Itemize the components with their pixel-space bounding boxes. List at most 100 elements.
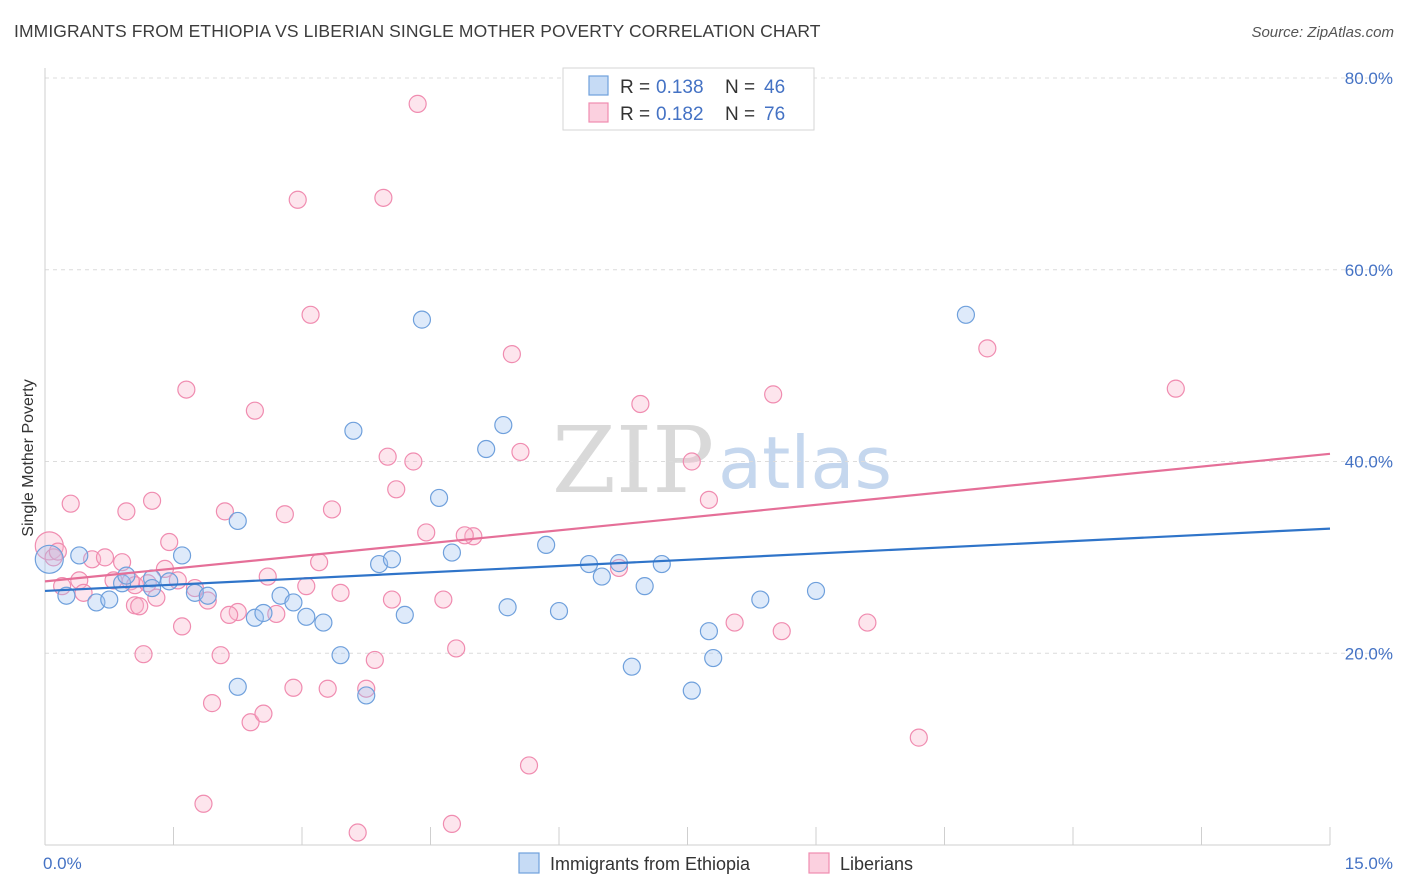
point-ethiopia-41 [682,681,701,700]
x-tick-labels: 0.0% 15.0% [43,854,1393,873]
point-ethiopia-1 [57,586,76,605]
y-axis-title: Single Mother Poverty [20,379,37,536]
point-ethiopia-20 [314,613,333,632]
gridlines [45,77,1392,654]
point-liberians-33 [275,505,294,524]
point-liberians-51 [434,590,453,609]
point-liberians-37 [301,305,320,324]
point-liberians-46 [382,590,402,609]
point-liberians-12 [130,597,149,616]
watermark-zip: ZIP [552,407,714,514]
point-liberians-45 [378,447,397,466]
point-liberians-25 [211,646,230,665]
x-tick-label-0: 0.0% [43,854,82,873]
trend-line-ethiopia [44,527,1331,593]
point-ethiopia-46 [956,305,976,324]
point-liberians-41 [348,823,367,842]
point-liberians-31 [258,567,277,586]
point-liberians-55 [502,345,521,364]
legend-n-value-liberians: 76 [764,104,785,125]
point-ethiopia-40 [652,554,671,574]
point-ethiopia-22 [344,421,363,440]
y-tick-labels: 20.0% 40.0% 60.0% 80.0% [1345,69,1393,663]
legend-r-label-ethiopia: R = [620,77,650,98]
watermark-atlas: atlas [718,421,892,505]
point-ethiopia-45 [806,581,826,601]
point-ethiopia-19 [297,607,316,626]
legend-r-value-ethiopia: 0.138 [656,77,704,98]
point-ethiopia-32 [498,598,517,617]
point-liberians-8 [112,553,132,572]
point-liberians-38 [310,553,329,572]
point-liberians-35 [288,190,307,209]
point-liberians-17 [160,532,179,552]
chart-source: Source: ZipAtlas.com [1251,24,1394,41]
series-legend-swatch-ethiopia [518,852,540,874]
point-ethiopia-21 [331,646,350,665]
point-ethiopia-38 [622,657,641,676]
point-liberians-60 [682,452,701,471]
point-liberians-28 [241,713,260,732]
legend-n-label-ethiopia: N = [725,77,755,98]
point-liberians-59 [631,394,650,414]
axes [44,68,1331,846]
point-liberians-22 [194,794,213,813]
point-liberians-30 [254,704,273,723]
point-liberians-65 [858,613,877,632]
point-liberians-15 [147,588,166,607]
point-ethiopia-15 [245,608,264,627]
series-legend-label-liberians: Liberians [840,854,913,874]
point-ethiopia-27 [412,310,432,329]
point-ethiopia-12 [198,586,217,605]
point-liberians-73 [220,605,239,625]
point-ethiopia-34 [549,601,569,621]
trend-line-liberians [44,452,1331,583]
point-liberians-70 [318,679,337,698]
legend-r-value-liberians: 0.182 [656,104,704,125]
point-liberians-57 [519,756,539,775]
point-liberians-26 [215,502,234,521]
series-legend: Immigrants from Ethiopia Liberians [518,852,913,874]
point-liberians-50 [417,523,436,542]
point-ethiopia-2 [70,546,89,565]
point-liberians-64 [772,622,791,641]
point-liberians-49 [408,94,427,113]
point-liberians-3 [61,494,80,513]
legend-r-label-liberians: R = [620,104,650,125]
point-liberians-9 [117,502,136,521]
point-liberians-53 [447,639,466,658]
y-tick-label-1: 40.0% [1345,453,1393,472]
zipatlas-watermark: ZIP atlas [552,407,892,514]
point-liberians-42 [357,679,376,698]
point-liberians-36 [297,577,316,596]
point-ethiopia-6 [117,566,136,585]
trend-lines [44,452,1331,593]
point-liberians-6 [95,548,115,567]
y-tick-label-2: 60.0% [1345,261,1393,280]
point-ethiopia-23 [357,686,376,705]
series-legend-label-ethiopia: Immigrants from Ethiopia [550,854,751,874]
point-liberians-32 [267,604,286,624]
point-liberians-29 [245,401,264,420]
series-legend-swatch-liberians [808,852,830,874]
point-liberians-43 [365,650,384,670]
point-ethiopia-13 [228,677,247,696]
point-liberians-39 [322,500,342,519]
point-ethiopia-10 [172,546,192,565]
point-liberians-47 [387,480,406,499]
point-liberians-48 [404,452,423,471]
point-ethiopia-43 [704,648,723,668]
point-liberians-24 [202,694,222,713]
point-ethiopia-29 [442,543,462,562]
legend-swatch-liberians [588,102,609,123]
point-liberians-66 [909,728,928,747]
point-liberians-61 [699,490,719,509]
y-tick-label-0: 20.0% [1345,644,1393,663]
point-liberians-19 [172,617,192,636]
point-ethiopia-33 [537,535,556,555]
point-ethiopia-42 [699,622,719,641]
legend-swatch-ethiopia [588,75,609,96]
point-ethiopia-31 [494,415,513,435]
legend-n-value-ethiopia: 46 [764,77,785,98]
